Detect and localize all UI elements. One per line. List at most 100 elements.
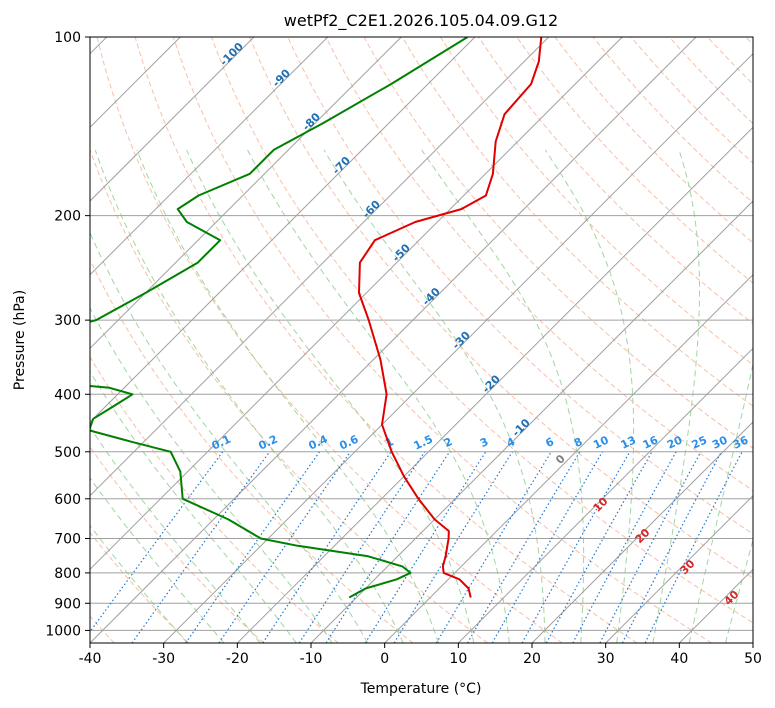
dry-adiabat: [211, 37, 753, 624]
isotherm-line: [90, 37, 697, 643]
mixing-ratio-label: 0.4: [307, 432, 330, 452]
dry-adiabat: [287, 37, 753, 535]
y-tick-label: 100: [54, 30, 81, 46]
mixing-ratio-line: [218, 451, 351, 643]
moist-adiabat: [544, 149, 635, 643]
isotherm-line: [90, 37, 550, 497]
x-tick-label: 50: [744, 651, 762, 667]
dry-adiabat: [592, 37, 753, 204]
dry-adiabat: [478, 37, 753, 325]
dry-adiabat: [172, 37, 712, 643]
isotherm-label: -90: [270, 66, 293, 89]
isotherm-line: [310, 200, 753, 643]
x-tick-label: -20: [226, 651, 249, 667]
dry-adiabat: [249, 37, 753, 579]
dry-adiabat: [669, 37, 753, 125]
mixing-ratio-label: 16: [641, 433, 661, 451]
isotherm-label: -40: [420, 285, 443, 308]
dry-adiabat: [516, 37, 753, 284]
x-tick-label: -40: [79, 651, 102, 667]
isotherm-line: [90, 37, 402, 350]
y-tick-label: 200: [54, 209, 81, 225]
isotherm-line: [752, 642, 753, 643]
x-tick-label: 20: [523, 651, 541, 667]
y-tick-label: 500: [54, 445, 81, 461]
isotherm-line: [531, 421, 753, 643]
isotherm-label: -50: [390, 241, 413, 264]
mixing-ratio-line: [599, 451, 702, 643]
dry-adiabat: [363, 37, 753, 449]
moist-adiabat: [725, 538, 753, 643]
dry-adiabat: [554, 37, 753, 244]
y-axis-label: Pressure (hPa): [12, 290, 28, 390]
mixing-ratio-line: [466, 451, 581, 643]
mixing-ratio-label: 6: [544, 435, 557, 450]
isotherm-label: -20: [480, 372, 503, 395]
moist-adiabat-label: 20: [633, 526, 653, 546]
isotherm-line: [384, 273, 753, 643]
moist-adiabat: [688, 362, 753, 643]
moist-adiabat: [421, 149, 585, 643]
isotherm-label: -60: [360, 197, 383, 220]
moist-adiabat-label: 30: [678, 557, 698, 577]
dry-adiabat: [90, 148, 488, 643]
mixing-ratio-line: [298, 451, 426, 643]
mixing-ratio-line: [262, 451, 392, 643]
dry-adiabat: [90, 355, 339, 643]
x-tick-label: -10: [300, 651, 323, 667]
axis-layer: -40 -30 -20 -10 0 10 20 30 40 5010020030040050060…: [45, 30, 762, 667]
isotherm-line: [90, 37, 476, 423]
isotherm-line: [605, 494, 753, 643]
x-tick-label: 40: [670, 651, 688, 667]
x-tick-label: 0: [380, 651, 389, 667]
mixing-ratio-label: 8: [572, 435, 584, 450]
isotherm-label: -30: [450, 329, 473, 352]
mixing-ratio-label: 13: [619, 433, 638, 451]
mixing-ratio-label: 1.5: [412, 433, 435, 453]
mixing-ratio-line: [644, 451, 743, 643]
moist-adiabat: [90, 231, 369, 643]
mixing-ratio-line: [131, 451, 271, 643]
moist-adiabat: [90, 524, 188, 643]
dry-adiabat: [90, 258, 414, 643]
x-tick-label: -30: [152, 651, 175, 667]
mixing-ratio-line: [364, 451, 487, 643]
isotherm-line: [678, 568, 753, 643]
mixing-ratio-line: [521, 451, 631, 643]
y-tick-label: 300: [54, 313, 81, 329]
mixing-ratio-line: [185, 451, 321, 643]
grid-layer: [90, 37, 753, 643]
plot-frame: [89, 36, 754, 644]
dry-adiabat: [90, 445, 264, 643]
y-tick-label: 800: [54, 566, 81, 582]
mixing-ratio-label: 10: [591, 433, 611, 451]
mixing-ratio-label: 20: [665, 433, 685, 451]
y-tick-label: 1000: [45, 623, 81, 639]
mixing-ratio-line: [435, 451, 552, 643]
moist-adiabat-label: 10: [591, 494, 611, 514]
mixing-ratio-label: 36: [731, 433, 751, 451]
x-tick-label: 10: [449, 651, 467, 667]
mixing-ratio-label: 25: [690, 433, 709, 451]
mixing-ratio-line: [545, 451, 653, 643]
isotherm-line: [90, 37, 329, 276]
dry-adiabat: [401, 37, 753, 407]
dry-adiabat: [439, 37, 753, 366]
isotherm-line: [90, 37, 623, 571]
dry-adiabat: [134, 37, 638, 643]
mixing-ratio-line: [621, 451, 722, 643]
moist-adiabat: [90, 307, 333, 643]
y-tick-label: 600: [54, 492, 81, 508]
isotherm-line: [236, 126, 753, 643]
temperature-line: [358, 37, 543, 598]
x-axis-label: Temperature (°C): [360, 681, 482, 697]
isoline-label-layer: 0.1 0.2 0.4 0.6 1 1.5 2 3 4 6 8 10 13 16 20 25 30 36-100-…: [210, 40, 751, 608]
isotherm-line: [90, 37, 255, 202]
isotherm-label: -100: [217, 40, 246, 69]
series-layer: [90, 37, 543, 599]
mixing-ratio-line: [325, 451, 451, 643]
dewpoint-line: [90, 37, 469, 599]
isotherm-label: -70: [330, 154, 353, 177]
mixing-ratio-line: [90, 451, 224, 633]
